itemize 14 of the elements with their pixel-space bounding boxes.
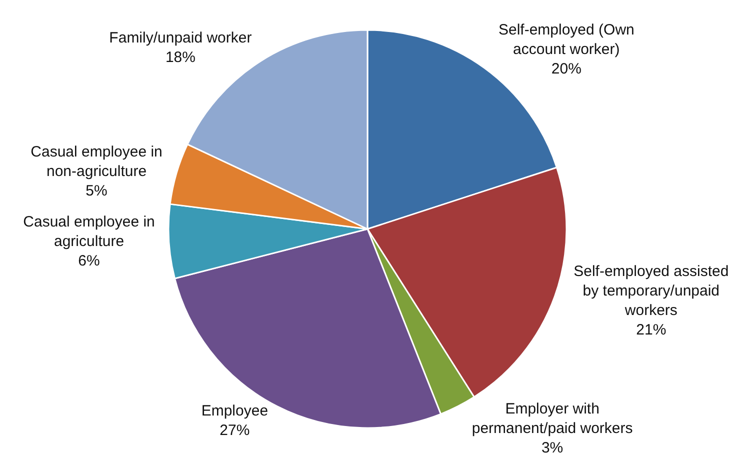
- data-label: 20%: [551, 60, 582, 78]
- data-label: 18%: [165, 49, 196, 66]
- data-label: 6%: [78, 252, 100, 270]
- slice-label: Casual employee in non-agriculture: [30, 143, 162, 180]
- slice-label: Employee: [201, 402, 268, 420]
- slice-label: Self-employed (Own account worker): [498, 22, 634, 58]
- slice-label: Casual employee in agriculture: [23, 214, 155, 250]
- slice-label: Employer with permanent/paid workers: [472, 400, 633, 438]
- data-label: 27%: [220, 422, 250, 440]
- data-label: 3%: [541, 440, 564, 457]
- data-label: 21%: [636, 321, 666, 338]
- slice-label: Family/unpaid worker: [109, 30, 252, 47]
- slice-label: Self-employed assisted by temporary/unpaid workers: [574, 262, 729, 319]
- data-label: 5%: [86, 182, 108, 200]
